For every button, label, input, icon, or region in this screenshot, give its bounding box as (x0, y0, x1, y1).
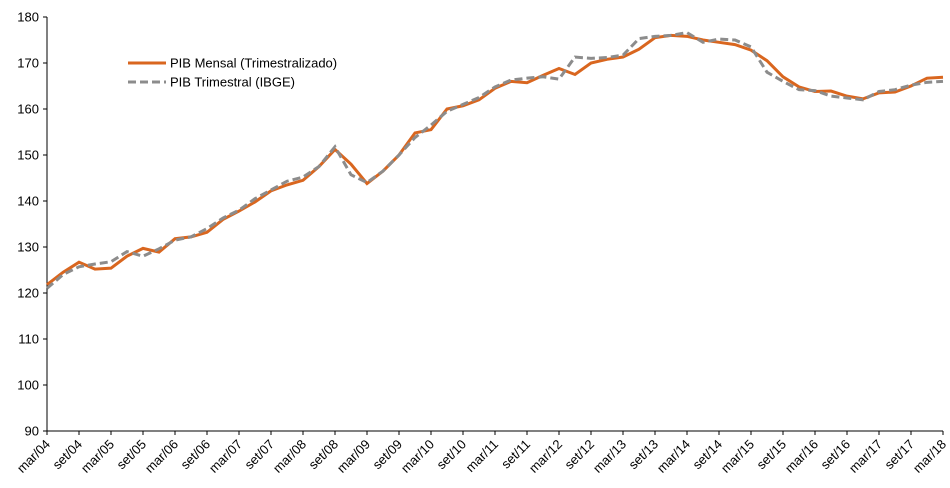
y-tick-label: 100 (17, 378, 39, 393)
x-tick-label: mar/12 (526, 437, 565, 476)
y-tick-label: 120 (17, 286, 39, 301)
x-tick-label: mar/09 (334, 437, 373, 476)
legend-label: PIB Trimestral (IBGE) (170, 75, 295, 90)
y-tick-label: 130 (17, 240, 39, 255)
x-tick-label: mar/05 (78, 437, 117, 476)
x-tick-label: mar/06 (142, 437, 181, 476)
x-tick-label: mar/14 (654, 437, 693, 476)
legend-label: PIB Mensal (Trimestralizado) (170, 56, 337, 71)
x-tick-label: mar/10 (398, 437, 437, 476)
series-line (46, 31, 944, 290)
x-tick-label: mar/17 (846, 437, 885, 476)
y-tick-label: 110 (18, 332, 39, 347)
x-tick-label: mar/08 (270, 437, 309, 476)
x-tick-label: mar/18 (910, 437, 949, 476)
y-tick-label: 180 (17, 10, 39, 25)
x-tick-label: mar/16 (782, 437, 821, 476)
x-tick-label: mar/15 (718, 437, 757, 476)
y-tick-label: 170 (17, 56, 39, 71)
y-tick-label: 150 (17, 148, 39, 163)
x-tick-label: mar/04 (14, 437, 53, 476)
x-tick-label: mar/07 (206, 437, 245, 476)
y-tick-label: 140 (17, 194, 39, 209)
x-tick-label: mar/13 (590, 437, 629, 476)
series-line (46, 33, 944, 286)
y-tick-label: 90 (25, 424, 39, 439)
x-tick-label: mar/11 (463, 437, 502, 476)
y-tick-label: 160 (17, 102, 39, 117)
